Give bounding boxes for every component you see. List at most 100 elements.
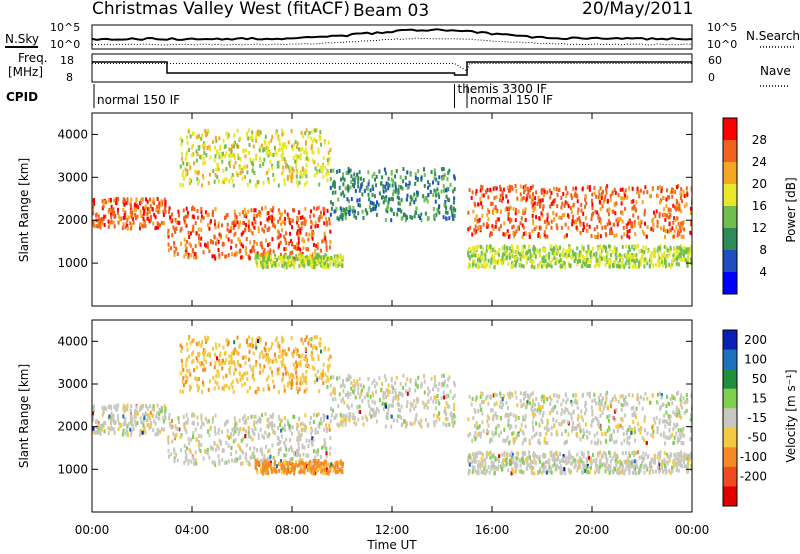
velocity-cell [160, 427, 163, 432]
velocity-cell [512, 438, 515, 443]
power-cell [394, 181, 397, 186]
velocity-cell [157, 416, 160, 421]
power-cell [676, 251, 679, 256]
power-cell [686, 192, 689, 197]
velocity-cell [541, 413, 544, 418]
power-cell [267, 257, 270, 262]
velocity-cell [353, 420, 356, 425]
power-cell [312, 206, 315, 211]
velocity-cell [621, 425, 624, 430]
power-cell [214, 256, 217, 261]
power-cell [562, 191, 565, 196]
velocity-cell [234, 367, 237, 372]
velocity-cell [416, 398, 419, 403]
power-cell [654, 254, 657, 259]
power-cell [235, 243, 238, 248]
power-cell [305, 174, 308, 179]
velocity-cell [299, 354, 302, 359]
power-cell [269, 159, 272, 164]
power-cell [438, 175, 441, 180]
power-cell [677, 221, 680, 226]
power-cell [578, 216, 581, 221]
velocity-cell [284, 371, 287, 376]
velocity-cell [193, 461, 196, 466]
velocity-cell [267, 422, 270, 427]
power-cell [512, 231, 515, 236]
velocity-cell [214, 342, 217, 347]
power-cell [442, 167, 445, 172]
power-cell [577, 255, 580, 260]
power-cell [256, 179, 259, 184]
velocity-cell [318, 375, 321, 380]
velocity-cell [326, 463, 329, 468]
power-cell [503, 244, 506, 249]
power-cell [437, 181, 440, 186]
velocity-cell [243, 414, 246, 419]
velocity-cell [303, 427, 306, 432]
velocity-cell [238, 446, 241, 451]
power-cell [690, 231, 692, 236]
velocity-cell [413, 406, 416, 411]
power-cell [226, 227, 229, 232]
velocity-cell [201, 340, 204, 345]
velocity-cell [656, 430, 659, 435]
power-cell [563, 253, 566, 258]
power-cell [327, 171, 330, 176]
power-cell [267, 153, 270, 158]
power-cell [386, 205, 389, 210]
power-cell [142, 216, 145, 221]
power-cell [202, 176, 205, 181]
velocity-cell [186, 357, 189, 362]
velocity-cell [291, 425, 294, 430]
power-cell [495, 219, 498, 224]
velocity-cell [209, 362, 212, 367]
power-cell [101, 216, 104, 221]
power-cell [680, 221, 683, 226]
power-cell [283, 234, 286, 239]
power-cell [287, 263, 290, 268]
velocity-cell [177, 427, 180, 432]
velocity-cell [398, 414, 401, 419]
velocity-cell [187, 459, 190, 464]
velocity-cell [123, 405, 126, 410]
power-cell [291, 241, 294, 246]
power-cell [432, 206, 435, 211]
velocity-cell [100, 426, 103, 431]
velocity-cell [383, 374, 386, 379]
power-cell [274, 131, 277, 136]
velocity-cell [271, 443, 274, 448]
power-cell [173, 241, 176, 246]
velocity-cell [668, 421, 671, 426]
power-cell [291, 144, 294, 149]
velocity-cell [679, 402, 682, 407]
power-cell [253, 216, 256, 221]
velocity-cell [308, 466, 311, 471]
power-cell [545, 253, 548, 258]
velocity-cell [529, 392, 532, 397]
velocity-cell [279, 419, 282, 424]
power-cell [499, 193, 502, 198]
power-cell [560, 205, 563, 210]
power-cell [225, 177, 228, 182]
power-cell [227, 253, 230, 258]
velocity-cell [346, 391, 349, 396]
power-cell [300, 226, 303, 231]
velocity-cell [491, 408, 494, 413]
power-cell [315, 206, 318, 211]
velocity-cell [580, 415, 583, 420]
power-cell [336, 258, 339, 263]
power-cell [192, 249, 195, 254]
power-cell [194, 251, 197, 256]
velocity-cell [675, 414, 678, 419]
velocity-cell [186, 375, 189, 380]
power-cell [304, 255, 307, 260]
power-cell [185, 223, 188, 228]
power-cell [211, 211, 214, 216]
velocity-cell [284, 461, 287, 466]
power-cell [223, 145, 226, 150]
power-cell [643, 250, 646, 255]
velocity-cell [311, 356, 314, 361]
power-cell [265, 170, 268, 175]
velocity-cell [135, 410, 138, 415]
power-cell [607, 261, 610, 266]
